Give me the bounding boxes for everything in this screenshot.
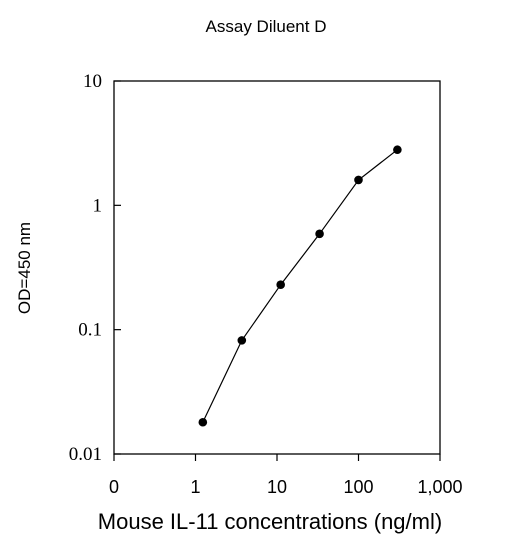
series-line: [202, 149, 398, 423]
x-tick-label: 1,000: [417, 477, 462, 497]
y-tick-label: 10: [83, 71, 102, 92]
x-tick-label: 100: [343, 477, 373, 497]
data-point: [393, 145, 402, 155]
x-axis-label: Mouse IL-11 concentrations (ng/ml): [98, 509, 442, 534]
data-point: [198, 417, 208, 427]
data-points: [198, 145, 402, 427]
x-axis: 0 1 10 100 1,000: [109, 454, 463, 497]
data-point: [315, 229, 324, 239]
chart-title: Assay Diluent D: [206, 17, 327, 36]
y-tick-label: 0.01: [69, 444, 102, 465]
data-point: [354, 175, 363, 185]
data-point: [276, 280, 285, 289]
y-axis: 0.01 0.1 1 10: [69, 71, 121, 465]
x-tick-label: 10: [267, 477, 287, 497]
x-tick-label: 1: [190, 477, 200, 497]
x-tick-label: 0: [109, 477, 119, 497]
plot-frame: [113, 80, 441, 455]
y-axis-label: OD=450 nm: [15, 222, 34, 314]
y-tick-label: 1: [93, 195, 103, 216]
y-tick-label: 0.1: [78, 320, 102, 341]
data-point: [237, 336, 247, 345]
